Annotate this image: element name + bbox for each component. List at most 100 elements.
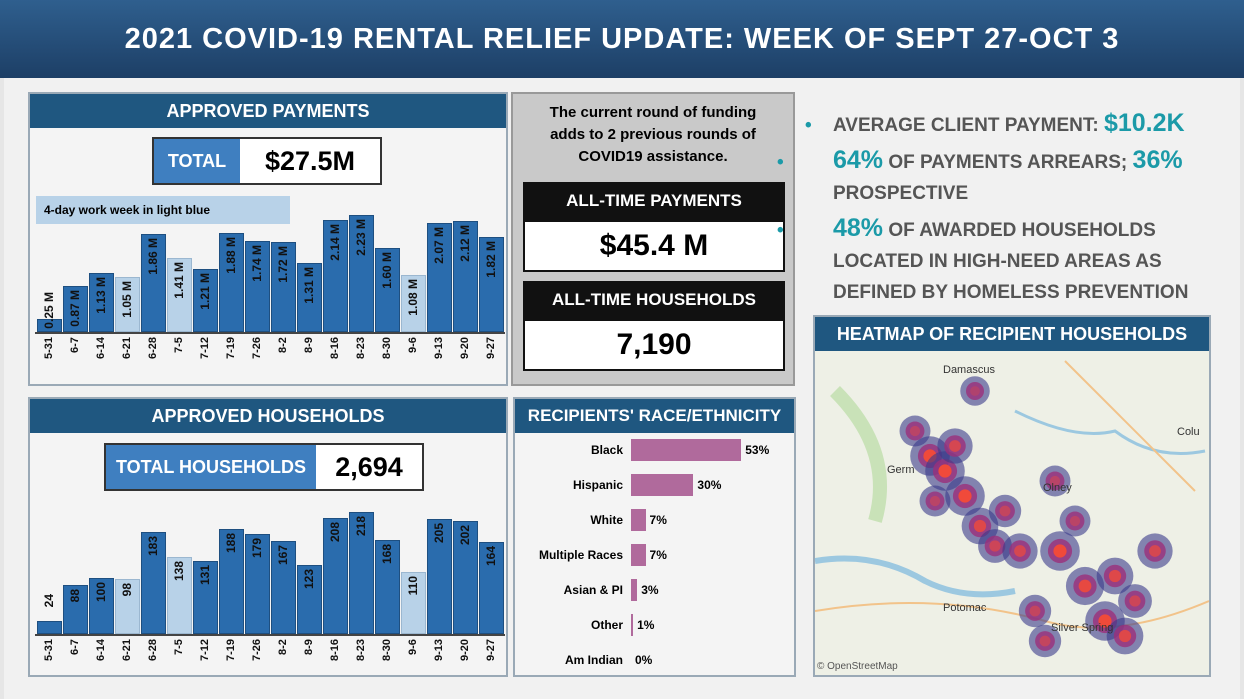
category-label: White — [590, 513, 623, 527]
x-tick-label: 6-28 — [147, 639, 159, 662]
data-label: 0.25 M — [42, 292, 56, 329]
data-label: 2.12 M — [458, 224, 472, 262]
x-tick-label: 6-28 — [147, 337, 159, 360]
heat-blob — [958, 489, 972, 503]
map-label: Colu — [1177, 426, 1200, 438]
x-tick-label: 8-16 — [329, 337, 341, 360]
x-tick-label: 8-2 — [277, 639, 289, 655]
heat-blob — [1118, 629, 1132, 643]
map-label: Silver Spring — [1051, 622, 1113, 634]
x-tick-label: 8-23 — [355, 639, 367, 662]
data-label: 1.74 M — [250, 244, 264, 282]
bar — [193, 268, 218, 332]
data-label: 0% — [635, 653, 653, 667]
heat-blob — [938, 464, 952, 478]
data-label: 205 — [432, 523, 446, 544]
map-label: Potomac — [943, 602, 987, 614]
approved-payments-panel: APPROVED PAYMENTS TOTAL $27.5M 4-day wor… — [28, 92, 508, 386]
data-label: 1.88 M — [224, 237, 238, 275]
x-tick-label: 5-31 — [43, 337, 55, 360]
bar — [375, 248, 400, 332]
bullet-icon: • — [777, 220, 784, 241]
bar — [401, 572, 426, 634]
bar — [219, 528, 244, 634]
x-tick-label: 7-12 — [199, 639, 211, 662]
data-label: 1.82 M — [484, 240, 498, 278]
data-label: 7% — [649, 548, 667, 562]
category-label: Multiple Races — [538, 548, 623, 562]
x-tick-label: 8-30 — [381, 337, 393, 360]
panel-header: HEATMAP OF RECIPIENT HOUSEHOLDS — [815, 317, 1209, 351]
category-label: Asian & PI — [563, 583, 623, 597]
heat-blob — [905, 421, 925, 441]
heat-blob — [1014, 545, 1026, 557]
data-label: 110 — [406, 576, 420, 596]
x-tick-label: 8-30 — [381, 639, 393, 662]
data-label: 202 — [458, 524, 472, 545]
bullet-icon: • — [805, 115, 812, 136]
total-value: 2,694 — [316, 445, 422, 489]
bar — [193, 560, 218, 634]
x-tick-label: 9-13 — [433, 337, 445, 360]
data-label: 167 — [276, 544, 290, 565]
bar — [167, 258, 192, 332]
total-value: $27.5M — [240, 139, 380, 183]
x-tick-label: 6-7 — [69, 639, 81, 655]
bar — [167, 556, 192, 634]
data-label: 1.60 M — [380, 252, 394, 289]
bar — [297, 263, 322, 332]
data-label: 1% — [637, 618, 655, 632]
heat-blob — [1069, 515, 1081, 527]
bar — [141, 531, 166, 634]
x-tick-label: 7-26 — [251, 337, 263, 360]
data-label: 208 — [328, 521, 342, 542]
heat-blob — [1129, 595, 1141, 607]
funding-note: The current round of funding adds to 2 p… — [549, 104, 757, 165]
map-credit: © OpenStreetMap — [817, 661, 898, 672]
heat-blob — [929, 495, 941, 507]
bar — [323, 517, 348, 634]
heatmap-map[interactable]: Damascus Germ Olney Colu Potomac Silver … — [815, 351, 1209, 675]
bar — [219, 233, 244, 332]
x-tick-label: 6-21 — [121, 639, 133, 662]
data-label: 1.13 M — [94, 276, 108, 314]
race-ethnicity-panel: RECIPIENTS' RACE/ETHNICITY Black 53% Hispa… — [513, 397, 796, 677]
x-tick-label: 7-19 — [225, 639, 237, 662]
x-tick-label: 6-14 — [95, 639, 107, 662]
x-tick-label: 8-9 — [303, 639, 315, 655]
x-tick-label: 7-12 — [199, 337, 211, 360]
bar — [375, 539, 400, 634]
heat-blob — [965, 381, 985, 401]
data-label: 53% — [745, 443, 770, 457]
x-tick-label: 9-20 — [459, 639, 471, 662]
bar — [63, 584, 88, 634]
heat-blob — [1049, 475, 1061, 487]
race-bar-chart: Black 53% Hispanic 30% White 7% Multiple Races… — [515, 399, 794, 675]
data-label: 131 — [198, 564, 212, 585]
x-tick-label: 8-16 — [329, 639, 341, 662]
heat-blob — [1039, 635, 1051, 647]
bar — [115, 579, 140, 634]
panel-header: APPROVED HOUSEHOLDS — [30, 399, 506, 433]
x-tick-label: 8-2 — [277, 337, 289, 353]
bar — [427, 223, 452, 332]
map-label: Olney — [1043, 482, 1072, 494]
data-label: 2.07 M — [432, 227, 446, 265]
bar — [401, 275, 426, 332]
x-tick-label: 6-7 — [69, 337, 81, 353]
heat-blob — [925, 491, 945, 511]
bar — [63, 286, 88, 332]
total-label: TOTAL HOUSEHOLDS — [106, 445, 316, 489]
all-time-payments-label: ALL-TIME PAYMENTS — [523, 182, 785, 220]
legend-note: 4-day work week in light blue — [36, 196, 290, 224]
panel-header: RECIPIENTS' RACE/ETHNICITY — [515, 399, 794, 433]
total-payments-box: TOTAL $27.5M — [152, 137, 382, 185]
bar — [297, 565, 322, 634]
data-label: 2.23 M — [354, 219, 368, 256]
heat-blob — [973, 519, 987, 533]
heat-blob — [989, 540, 1001, 552]
all-time-households-value: 7,190 — [523, 319, 785, 371]
bar — [37, 318, 62, 332]
data-label: 179 — [250, 537, 264, 558]
page-title: 2021 COVID-19 RENTAL RELIEF UPDATE: WEEK… — [0, 0, 1244, 78]
